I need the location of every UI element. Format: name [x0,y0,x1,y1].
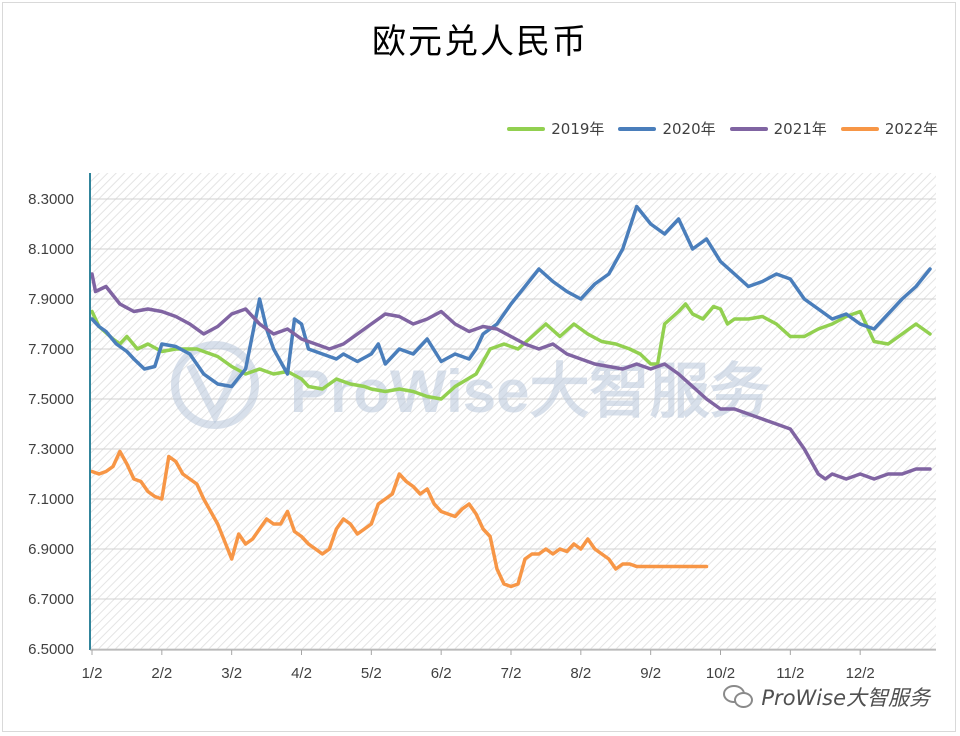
y-tick-label: 8.1000 [28,241,74,258]
y-tick-label: 6.5000 [28,641,74,658]
x-axis-ticks: 1/2 2/2 3/2 4/2 5/2 6/2 7/2 8/2 9/2 10/2 11/2 12/2 [82,650,875,682]
y-axis-ticks: 6.5000 6.7000 6.9000 7.1000 7.3000 7.5000 7.70… [28,191,74,658]
x-tick-label: 3/2 [221,665,242,682]
legend-swatch [840,126,879,131]
series-line-3 [90,272,932,481]
x-tick-label: 7/2 [501,665,522,682]
y-tick-label: 7.9000 [28,291,74,308]
wechat-icon [723,685,754,709]
y-tick-label: 7.1000 [28,491,74,508]
plot-area [90,173,936,649]
legend-label: 2019年 [551,120,605,138]
legend-label: 2021年 [773,120,827,138]
legend: 2019年 2020年 2021年 2022年 [507,118,938,139]
y-tick-label: 6.9000 [28,541,74,558]
series-line-4 [90,449,709,589]
y-tick-label: 7.3000 [28,441,74,458]
legend-label: 2022年 [884,120,938,138]
y-tick-label: 7.7000 [28,341,74,358]
x-tick-label: 11/2 [776,665,804,682]
y-tick-label: 6.7000 [28,591,74,608]
x-tick-label: 9/2 [640,665,661,682]
legend-item-1: 2019年 [507,118,604,139]
x-tick-label: 12/2 [846,665,875,682]
x-tick-label: 8/2 [570,665,591,682]
series-line-2 [90,204,932,389]
x-tick-label: 5/2 [361,665,382,682]
legend-item-3: 2021年 [729,118,827,139]
series-line-1 [90,302,932,401]
x-tick-label: 6/2 [431,665,452,682]
watermark-logo [171,341,259,429]
y-tick-label: 8.3000 [28,191,74,208]
x-tick-label: 4/2 [291,665,312,682]
legend-swatch [618,126,657,131]
legend-item-4: 2022年 [840,118,938,139]
series-layer [90,204,932,589]
legend-swatch [729,126,768,131]
y-tick-label: 7.5000 [28,391,74,408]
footer-watermark: ProWise大智服务 [723,682,930,712]
background-watermark: ProWise大智服务 [290,358,770,425]
x-tick-label: 2/2 [151,665,172,682]
chart-title: 欧元兑人民币 [372,22,588,62]
legend-item-2: 2020年 [618,118,716,139]
x-tick-label: 1/2 [82,665,103,682]
legend-swatch [507,126,546,131]
x-tick-label: 10/2 [706,665,735,682]
legend-label: 2020年 [662,120,716,138]
footer-watermark-text: ProWise大智服务 [761,686,930,710]
